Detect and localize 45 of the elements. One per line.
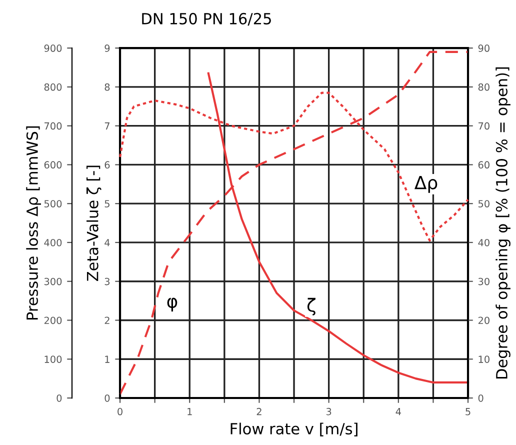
x-tick-label: 0 bbox=[118, 408, 122, 416]
y2-tick-label: 50 bbox=[478, 200, 490, 208]
y3-tick-label: 400 bbox=[44, 238, 62, 246]
y3-tick-label: 800 bbox=[44, 83, 62, 91]
y2-tick-label: 60 bbox=[478, 161, 490, 169]
x-tick-label: 1 bbox=[188, 408, 192, 416]
x-axis-title: Flow rate v [m/s] bbox=[230, 422, 358, 436]
y-tick-label: 2 bbox=[104, 316, 110, 324]
y-tick-label: 8 bbox=[104, 83, 110, 91]
y2-tick-label: 10 bbox=[478, 356, 490, 363]
y3-tick-label: 0 bbox=[56, 394, 62, 402]
y-axis-title: Zeta-Value ζ [-] bbox=[86, 166, 102, 281]
x-tick-label: 2 bbox=[256, 408, 262, 416]
y-tick-label: 1 bbox=[105, 356, 110, 363]
y2-tick-label: 0 bbox=[478, 394, 484, 402]
x-tick-label: 3 bbox=[326, 408, 332, 416]
y3-tick-label: 500 bbox=[44, 200, 62, 208]
y3-tick-label: 200 bbox=[44, 316, 62, 324]
annotation: ζ bbox=[307, 298, 316, 316]
y-tick-label: 7 bbox=[104, 122, 110, 130]
y-tick-label: 5 bbox=[104, 200, 110, 208]
y3-tick-label: 300 bbox=[44, 278, 62, 286]
y-tick-label: 3 bbox=[104, 278, 110, 286]
y3-tick-label: 100 bbox=[44, 356, 62, 363]
chart-title: DN 150 PN 16/25 bbox=[142, 12, 271, 26]
y2-tick-label: 30 bbox=[478, 278, 490, 286]
x-tick-label: 5 bbox=[466, 408, 470, 416]
y-tick-label: 6 bbox=[104, 161, 110, 169]
y2-axis-title: Degree of opening φ [% (100 % = open)] bbox=[496, 67, 510, 379]
y-tick-label: 4 bbox=[104, 239, 110, 246]
annotation: φ bbox=[167, 298, 178, 312]
y2-tick-label: 70 bbox=[478, 122, 490, 130]
line-series bbox=[118, 50, 470, 396]
y2-tick-label: 40 bbox=[478, 238, 490, 246]
y3-axis-title: Pressure loss Δρ [mmWS] bbox=[26, 126, 41, 320]
y3-tick-label: 700 bbox=[44, 122, 62, 130]
annotation: Δρ bbox=[414, 176, 438, 193]
y2-tick-label: 90 bbox=[478, 44, 490, 52]
y-tick-label: 9 bbox=[104, 44, 110, 52]
y3-tick-label: 900 bbox=[44, 44, 62, 52]
y3-tick-label: 600 bbox=[44, 161, 62, 169]
y-tick-label: 0 bbox=[104, 394, 110, 402]
y2-tick-label: 80 bbox=[478, 83, 490, 91]
y2-tick-label: 20 bbox=[478, 316, 490, 324]
x-tick-label: 4 bbox=[396, 408, 401, 416]
